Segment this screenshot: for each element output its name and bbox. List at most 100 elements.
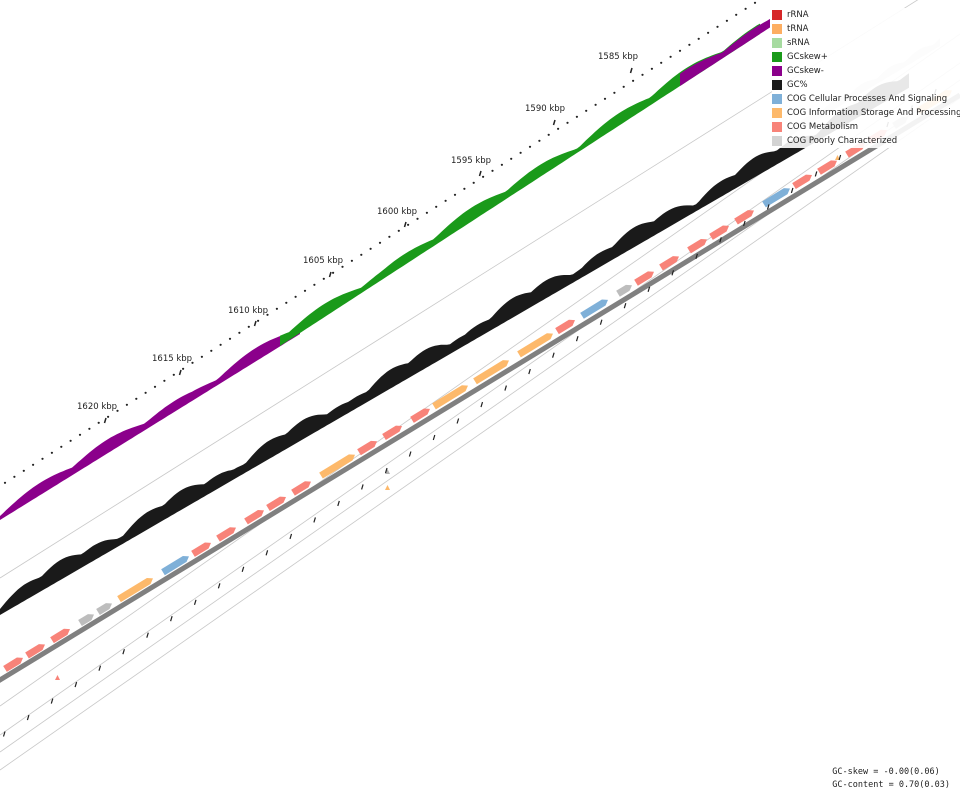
kbp-tick-ring [2,1,937,737]
gene-arrow [244,510,264,525]
kbp-label: 1605 kbp [303,256,343,266]
gene-arrow [117,577,154,603]
tick-dot [463,187,466,190]
tick-dot [97,421,100,424]
gene-arrow [78,614,94,627]
major-tick [328,271,332,278]
kbp-label-group: 1585 kbp 1590 kbp 1595 kbp 1600 kbp 1605… [77,52,638,412]
legend-label: COG Metabolism [787,122,859,132]
gene-arrow-shape [96,603,112,616]
gene-arrow-shape [244,510,264,525]
trna-marker [55,675,60,680]
minor-tick [528,368,531,375]
gene-arrow [216,527,236,542]
legend-label: sRNA [787,38,810,48]
tick-dot [313,283,316,286]
gc-skew-stat: GC-skew = -0.00(0.06) [832,767,940,777]
tick-dot [266,313,269,316]
tick-dot [407,223,410,226]
gene-arrow-shape [410,408,430,423]
tick-dot [744,7,747,10]
kbp-label: 1610 kbp [228,306,268,316]
minor-tick [599,319,603,325]
legend-item-trna: tRNA [772,22,960,36]
gene-arrow-shape [161,555,190,576]
minor-tick [743,220,746,227]
minor-tick [384,467,388,474]
legend-item-cog-info: COG Information Storage And Processing [772,106,960,120]
gene-arrow-shape [687,238,707,254]
tick-dot [425,211,428,214]
legend-swatch [772,38,782,48]
minor-tick [671,270,675,276]
tick-dot [378,241,382,244]
tick-dot [725,19,729,22]
legend-swatch [772,10,782,20]
tick-dot [50,451,54,454]
tick-dot [603,97,607,100]
minor-tick [575,336,579,342]
gene-arrow [191,542,211,557]
gene-arrow-shape [319,454,356,479]
legend-item-cog-poor: COG Poorly Characterized [772,134,960,148]
minor-tick [552,352,555,358]
gene-arrow-shape [734,210,754,225]
gene-arrow [580,299,609,319]
gene-arrow [357,440,377,456]
gene-arrow-shape [634,271,654,286]
tick-dot [575,115,579,118]
gene-arrow [473,360,510,385]
trna-marker [835,155,840,160]
legend-item-gcskew-neg: GCskew- [772,64,960,78]
minor-tick [456,418,460,424]
minor-tick [289,533,293,540]
tick-dot [238,331,241,334]
tick-dot [491,169,494,172]
minor-tick [337,500,340,507]
gene-arrow-shape [616,284,632,297]
gene-arrow-shape [659,256,679,271]
major-tick [403,221,407,228]
gc-skew-negative-band [0,323,300,520]
tick-dot [182,367,185,370]
trna-marker [385,485,390,490]
major-tick [629,67,633,74]
tick-dot [13,475,16,478]
gene-arrow [817,160,837,175]
minor-tick [313,517,316,523]
minor-tick [695,253,698,259]
tick-dot [585,109,588,112]
tick-dot [322,277,325,280]
tick-dot [341,265,344,268]
legend-item-gcskew-pos: GCskew+ [772,50,960,64]
gene-arrow-shape [432,385,469,410]
tick-dot [163,379,166,382]
legend-swatch [772,24,782,34]
major-tick [478,170,482,177]
gene-arrow-shape [382,425,402,440]
minor-tick [193,599,197,605]
tick-dot [472,181,475,184]
tick-dot [566,121,569,124]
tick-dot [416,217,419,220]
minor-tick [122,649,125,655]
gene-arrow [319,454,356,479]
tick-dot [697,37,700,40]
gene-arrow-shape [555,319,575,335]
trna-marker [385,469,390,474]
minor-tick [719,237,722,243]
legend-label: COG Cellular Processes And Signaling [787,94,948,104]
tick-dot [303,289,307,292]
tick-dot [116,409,119,412]
legend-swatch [772,80,782,90]
gc-content-stat: GC-content = 0.70(0.03) [832,780,950,790]
tick-dot [641,73,644,76]
tick-dot [228,337,232,340]
kbp-label: 1585 kbp [598,52,638,62]
legend-item-gc-percent: GC% [772,78,960,92]
major-tick [103,417,107,424]
tick-dot [444,199,447,202]
tick-dot [688,43,691,46]
tick-dot [519,151,522,154]
minor-tick [2,731,6,737]
